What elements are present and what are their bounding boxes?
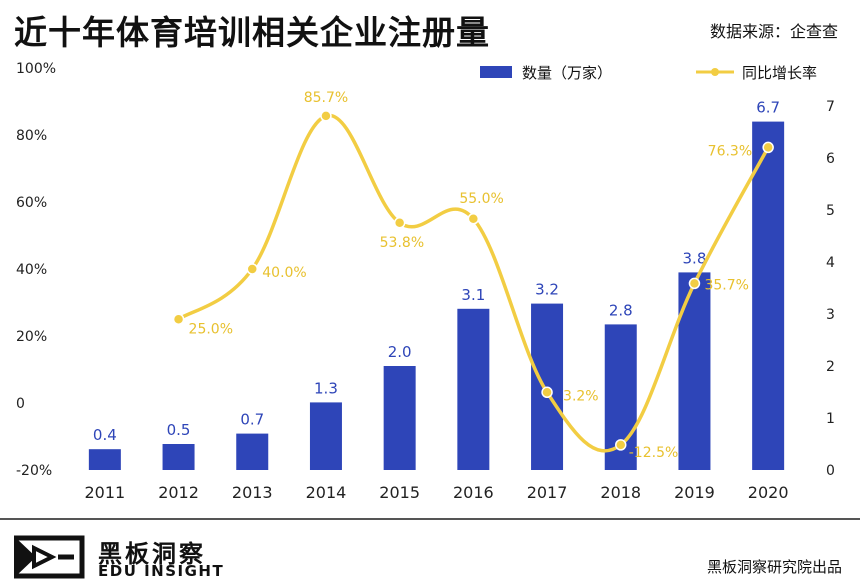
y-right-tick-label: 3 (826, 307, 835, 323)
bar-value-label: 0.4 (93, 426, 117, 444)
bar-value-label: 2.8 (609, 301, 633, 319)
bar-value-label: 1.3 (314, 379, 338, 397)
growth-rate-point (320, 110, 332, 122)
brand-name-cn: 黑板洞察 (98, 540, 206, 568)
growth-rate-point (393, 217, 406, 229)
x-tick-label: 2015 (379, 483, 420, 502)
y-left-tick-label: 20% (16, 329, 47, 345)
x-tick-label: 2013 (232, 483, 273, 502)
legend-bar-swatch (480, 66, 512, 78)
growth-rate-point (467, 213, 480, 225)
combo-chart: 100% 80% 60% 40% 20% 0 -20% 7 6 5 4 3 2 1 0 数量（万家） 同比增长率… (16, 61, 835, 502)
legend-bar-label: 数量（万家） (522, 64, 612, 82)
x-tick-label: 2016 (453, 483, 494, 502)
y-right-tick-label: 4 (826, 255, 835, 271)
growth-rate-label: 3.2% (563, 388, 599, 404)
y-left-tick-label: -20% (16, 463, 52, 479)
bar (752, 121, 785, 470)
growth-rate-label: -12.5% (629, 445, 679, 461)
bar-value-label: 3.1 (461, 286, 485, 304)
growth-rate-point (762, 141, 774, 154)
bar (309, 402, 342, 470)
bar (457, 308, 490, 470)
y-right-tick-label: 2 (826, 359, 835, 375)
growth-rate-label: 53.8% (380, 235, 424, 251)
bar (678, 272, 711, 470)
growth-rate-label: 35.7% (704, 277, 748, 293)
bar-value-label: 3.2 (535, 281, 559, 299)
y-right-tick-label: 0 (826, 463, 835, 479)
y-left-tick-label: 0 (16, 396, 25, 412)
growth-rate-point (246, 263, 258, 275)
x-tick-label: 2011 (84, 483, 125, 502)
x-tick-label: 2017 (527, 483, 568, 502)
x-tick-label: 2019 (674, 483, 715, 502)
growth-rate-label: 85.7% (304, 90, 348, 106)
legend-line-marker (711, 68, 719, 76)
data-source: 数据来源：企查查 (709, 22, 838, 41)
x-tick-label: 2020 (748, 483, 789, 502)
growth-rate-point (688, 277, 701, 290)
brand-name-en: EDU INSIGHT (98, 562, 225, 580)
x-tick-label: 2012 (158, 483, 199, 502)
growth-rate-point (615, 439, 627, 451)
legend-line-label: 同比增长率 (742, 64, 817, 82)
bar-value-label: 3.8 (683, 249, 707, 267)
y-left-tick-label: 100% (16, 61, 56, 77)
growth-rate-label: 25.0% (189, 321, 233, 337)
growth-rate-point (541, 386, 553, 399)
bar (383, 366, 416, 470)
growth-rate-label: 40.0% (262, 265, 306, 281)
x-tick-label: 2014 (306, 483, 347, 502)
bar-value-label: 6.7 (756, 99, 780, 117)
y-right-tick-label: 5 (826, 203, 835, 219)
y-right-tick-label: 7 (826, 99, 835, 115)
bar-value-label: 0.7 (240, 411, 264, 429)
y-right-tick-label: 1 (826, 411, 835, 427)
y-left-tick-label: 40% (16, 262, 47, 278)
edu-insight-logo-icon (14, 535, 85, 579)
credit-text: 黑板洞察研究院出品 (706, 558, 842, 576)
chart-title: 近十年体育培训相关企业注册量 (14, 13, 490, 52)
bar-value-label: 2.0 (388, 343, 412, 361)
growth-rate-label: 76.3% (708, 143, 752, 159)
bar (88, 449, 121, 470)
bar (162, 444, 195, 470)
y-right-tick-label: 6 (826, 151, 835, 167)
bar-value-label: 0.5 (167, 421, 191, 439)
footer-divider (0, 518, 860, 520)
y-left-tick-label: 80% (16, 128, 47, 144)
x-tick-label: 2018 (600, 483, 641, 502)
y-left-tick-label: 60% (16, 195, 47, 211)
growth-rate-point (172, 313, 185, 325)
bar (236, 433, 269, 470)
growth-rate-label: 55.0% (459, 191, 503, 207)
